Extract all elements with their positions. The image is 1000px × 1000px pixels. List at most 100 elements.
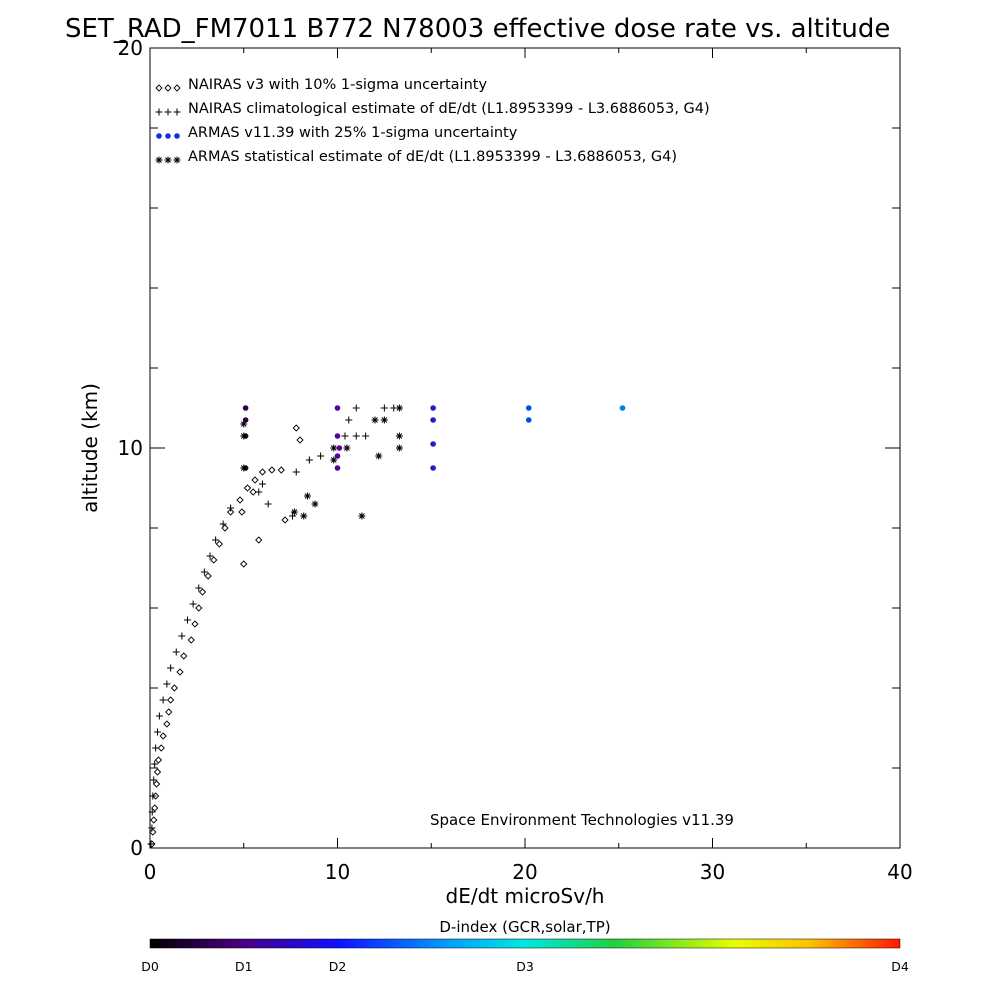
legend-marker [156,133,162,139]
nairas-climatology-point [380,404,388,412]
nairas-point [165,708,173,716]
nairas-point [151,804,159,812]
nairas-climatology-point [178,632,186,640]
armas-statistical-point [395,444,403,452]
x-tick-label: 0 [144,860,157,884]
legend-marker [155,156,163,164]
armas-statistical-point [311,500,319,508]
nairas-climatology-point [259,480,266,488]
nairas-climatology-point [167,664,175,672]
nairas-point [240,560,248,568]
nairas-climatology-point [148,824,156,832]
nairas-climatology-point [195,584,203,592]
armas-point [430,405,436,411]
nairas-point [149,828,157,836]
armas-point [334,465,341,471]
legend-label: ARMAS v11.39 with 25% 1-sigma uncertaint… [188,125,518,141]
nairas-climatology-point [206,552,214,560]
armas-statistical-point [330,444,338,452]
nairas-point [191,620,199,628]
nairas-climatology-point [184,616,191,624]
armas-statistical-point [304,492,311,500]
colorbar-label: D4 [891,959,909,974]
legend-marker [164,108,172,116]
nairas-point [180,652,188,660]
nairas-point [226,508,235,516]
legend-label: NAIRAS v3 with 10% 1-sigma uncertainty [188,77,487,93]
armas-statistical-point [290,508,298,516]
armas-point [430,417,436,423]
nairas-point [187,636,195,644]
nairas-point [292,424,300,432]
armas-point [430,465,436,471]
nairas-climatology-point [255,488,263,496]
nairas-climatology-point [227,504,235,512]
nairas-climatology-point [200,568,208,576]
nairas-point [281,516,289,524]
nairas-climatology-point [219,520,227,528]
x-tick-label: 10 [325,860,350,884]
nairas-climatology-point [151,760,159,768]
legend-marker [155,84,163,92]
nairas-climatology-point [189,600,197,608]
y-tick-label: 0 [130,836,143,860]
colorbar-label: D2 [329,959,347,974]
nairas-climatology-point [159,696,167,704]
x-axis-label: dE/dt microSv/h [446,884,605,908]
nairas-point [157,744,165,752]
armas-point [430,441,436,447]
nairas-point [204,572,212,580]
nairas-climatology-point [150,776,158,784]
nairas-point [150,816,158,824]
nairas-point [236,496,244,504]
nairas-point [258,468,267,476]
legend-marker [164,156,172,164]
nairas-point [176,668,184,676]
y-tick-label: 20 [118,36,143,60]
nairas-point [277,466,285,474]
nairas-climatology-point [341,432,349,440]
armas-statistical-point [343,444,351,452]
nairas-point [154,756,163,764]
nairas-point [255,536,263,544]
nairas-climatology-point [154,728,161,736]
nairas-point [166,696,175,704]
x-tick-label: 20 [512,860,537,884]
nairas-point [215,540,224,548]
tick-labels: 0 10 20 30 40 0 10 20 [118,36,913,884]
legend-marker [173,84,181,92]
nairas-climatology-point [147,840,155,848]
armas-point [242,405,249,411]
nairas-point [198,588,207,596]
armas-point [334,405,341,411]
chart-title: SET_RAD_FM7011 B772 N78003 effective dos… [65,14,890,44]
nairas-climatology-point [362,432,370,440]
nairas-point [238,508,246,516]
nairas-point [163,720,171,728]
nairas-point [170,684,179,692]
nairas-point [268,466,276,474]
nairas-point [296,436,304,444]
armas-point [525,405,532,411]
nairas-climatology-point [317,452,325,460]
colorbar-label: D0 [141,959,159,974]
legend-marker [155,108,163,116]
armas-statistical-point [395,432,403,440]
nairas-climatology-point [352,404,360,412]
nairas-point [243,484,252,492]
armas-point [525,417,532,423]
nairas-climatology-point [305,456,313,464]
legend-label: NAIRAS climatological estimate of dE/dt … [188,101,710,117]
data-points [147,404,626,848]
armas-statistical-point [300,512,308,520]
armas-statistical-point [240,464,248,472]
legend-label: ARMAS statistical estimate of dE/dt (L1.… [188,149,677,165]
armas-statistical-point [375,452,383,460]
nairas-point [153,768,162,776]
nairas-climatology-point [352,432,360,440]
plot-frame [149,47,901,849]
colorbar-labels: D0 D1 D2 D3 D4 [141,959,909,974]
axis-ticks [149,47,901,849]
legend: NAIRAS v3 with 10% 1-sigma uncertainty NA… [155,77,710,165]
